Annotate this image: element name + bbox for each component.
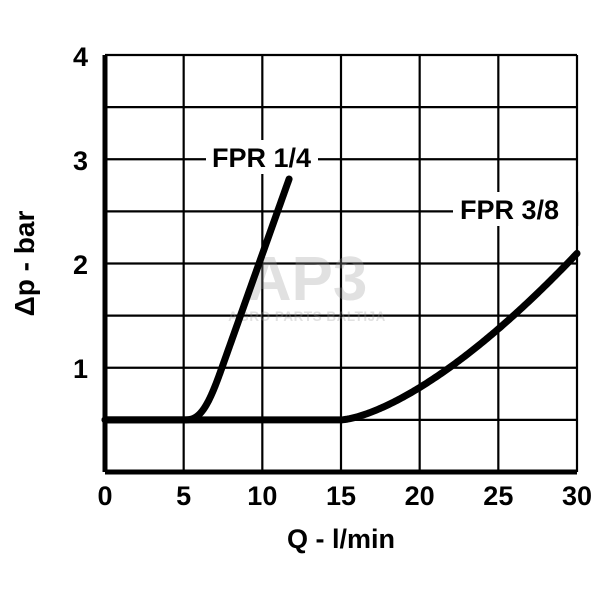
- svg-text:FPR 1/4: FPR 1/4: [212, 143, 311, 173]
- svg-text:Q - l/min: Q - l/min: [287, 524, 395, 554]
- svg-text:Δp - bar: Δp - bar: [9, 211, 40, 317]
- svg-text:3: 3: [73, 146, 88, 176]
- svg-text:2: 2: [73, 250, 88, 280]
- svg-text:5: 5: [176, 481, 191, 511]
- svg-text:FPR 3/8: FPR 3/8: [460, 195, 559, 225]
- svg-text:25: 25: [483, 481, 513, 511]
- svg-text:AGRO PARTS BALTIJA: AGRO PARTS BALTIJA: [228, 309, 386, 324]
- svg-text:0: 0: [97, 481, 112, 511]
- svg-text:20: 20: [405, 481, 435, 511]
- svg-text:4: 4: [73, 42, 88, 72]
- svg-text:30: 30: [562, 481, 592, 511]
- svg-text:15: 15: [326, 481, 356, 511]
- svg-text:10: 10: [247, 481, 277, 511]
- svg-text:1: 1: [73, 354, 88, 384]
